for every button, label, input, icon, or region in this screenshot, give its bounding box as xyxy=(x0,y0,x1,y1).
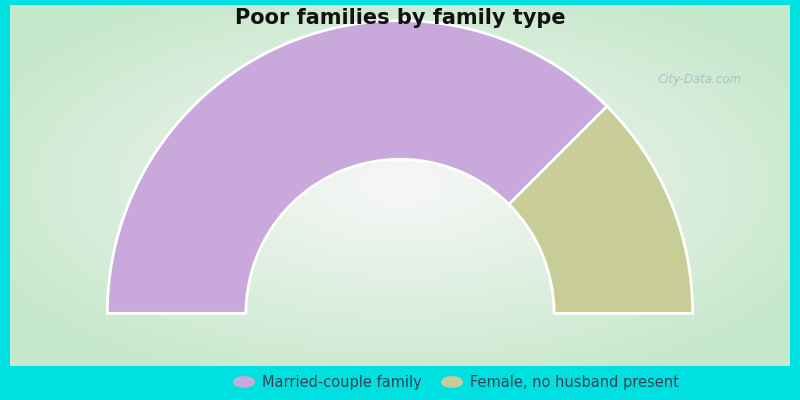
Text: Married-couple family: Married-couple family xyxy=(262,374,422,390)
Text: Poor families by family type: Poor families by family type xyxy=(234,8,566,28)
Text: City-Data.com: City-Data.com xyxy=(658,74,742,86)
Wedge shape xyxy=(509,106,693,313)
Text: Female, no husband present: Female, no husband present xyxy=(470,374,678,390)
Wedge shape xyxy=(107,21,607,313)
